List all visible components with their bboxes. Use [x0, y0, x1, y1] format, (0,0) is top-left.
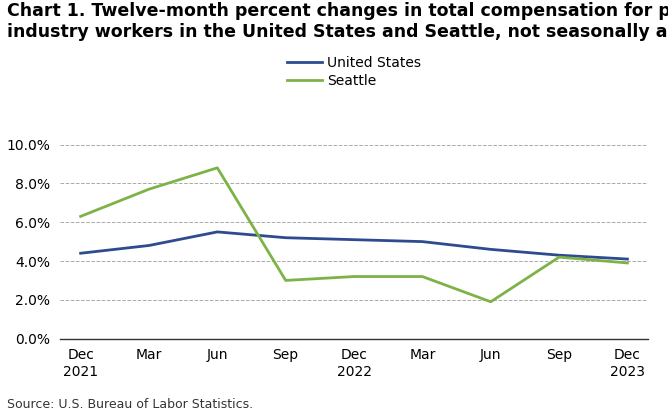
Text: Source: U.S. Bureau of Labor Statistics.: Source: U.S. Bureau of Labor Statistics.	[7, 398, 253, 411]
Text: Chart 1. Twelve-month percent changes in total compensation for private
industry: Chart 1. Twelve-month percent changes in…	[7, 2, 668, 41]
Legend: United States, Seattle: United States, Seattle	[281, 50, 427, 93]
